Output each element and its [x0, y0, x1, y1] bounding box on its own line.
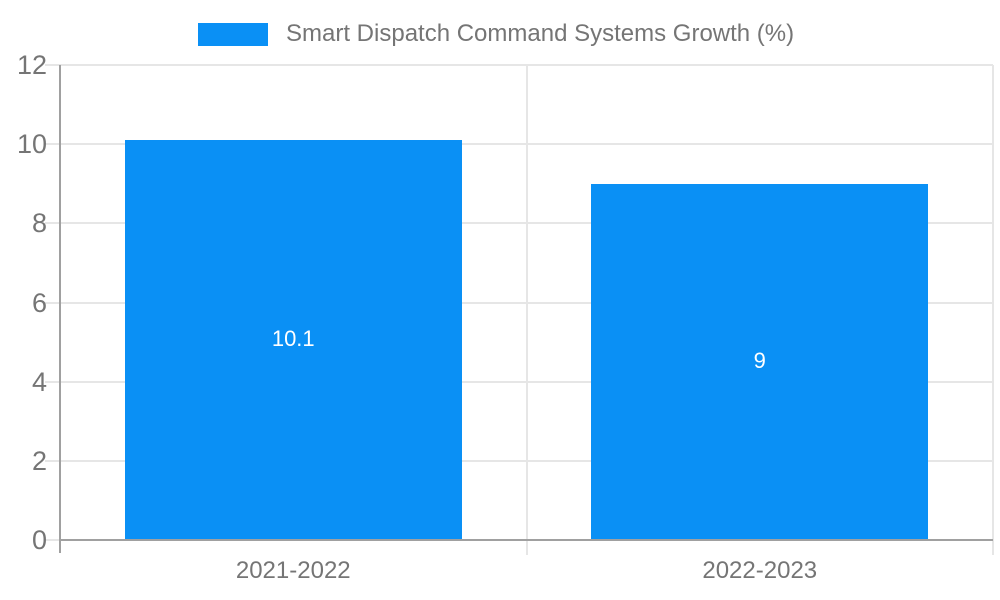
- y-tick-mark: [45, 222, 60, 225]
- y-axis-tick-label: 10: [16, 129, 47, 160]
- bar[interactable]: [124, 140, 462, 540]
- x-axis-line: [60, 539, 993, 541]
- x-axis-tick-label: 2022-2023: [702, 557, 818, 584]
- y-axis-tick-label: 2: [31, 445, 47, 476]
- y-tick-mark: [45, 301, 60, 304]
- y-axis-tick-label: 8: [31, 208, 47, 239]
- bar-value-label: 9: [753, 347, 766, 373]
- y-axis-tick-label: 4: [31, 366, 47, 397]
- gridline-vertical: [992, 65, 994, 555]
- y-tick-mark: [45, 143, 60, 146]
- y-axis-line: [59, 65, 61, 553]
- y-axis-tick-label: 0: [31, 525, 47, 555]
- y-tick-mark: [45, 539, 60, 541]
- bar-value-label: 10.1: [271, 326, 315, 352]
- legend-label: Smart Dispatch Command Systems Growth (%…: [286, 20, 795, 47]
- gridline-vertical: [525, 65, 528, 555]
- y-axis-tick-label: 6: [31, 287, 47, 318]
- y-axis-tick-label: 12: [16, 50, 47, 80]
- y-tick-mark: [45, 459, 60, 462]
- x-axis-tick-label: 2021-2022: [235, 557, 351, 584]
- bar[interactable]: [591, 183, 929, 540]
- legend-swatch: [198, 22, 268, 46]
- chart-legend: Smart Dispatch Command Systems Growth (%…: [198, 20, 794, 48]
- y-tick-mark: [45, 64, 60, 66]
- y-tick-mark: [45, 380, 60, 383]
